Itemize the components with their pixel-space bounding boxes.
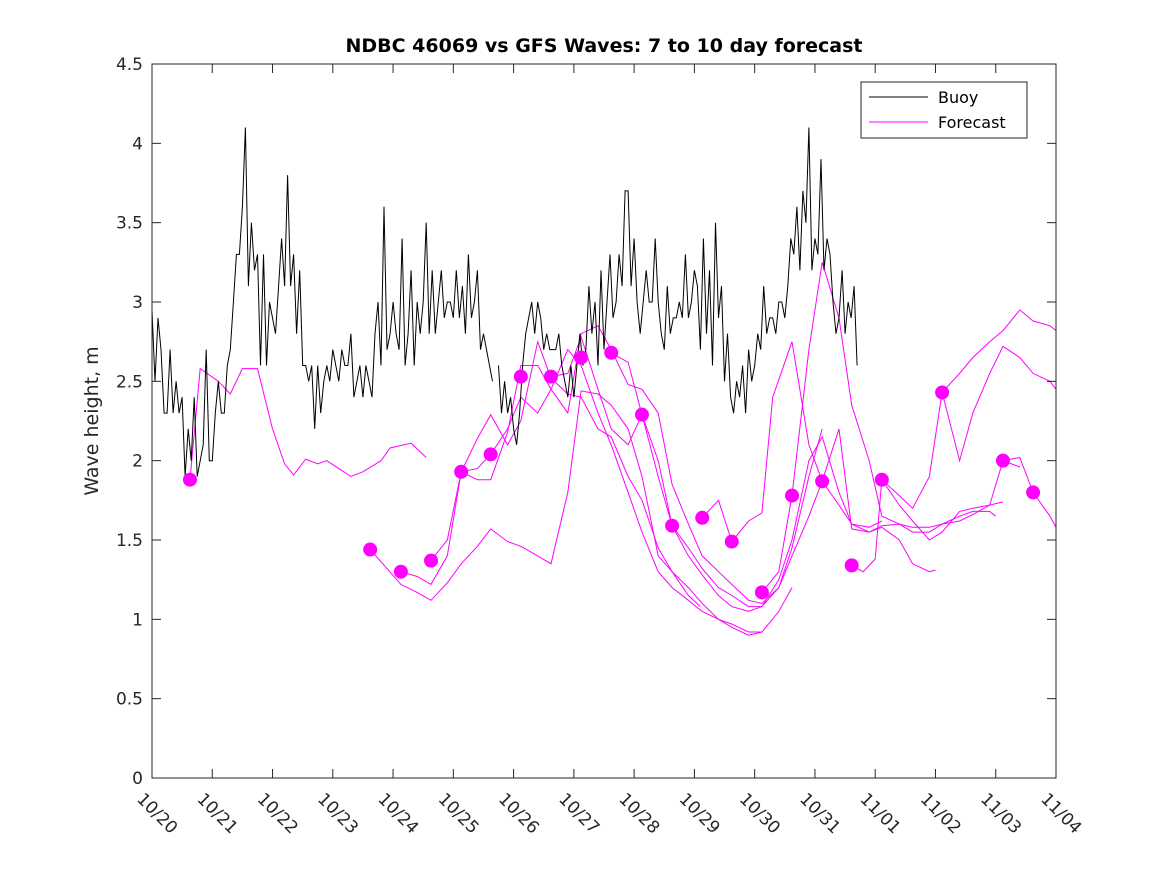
forecast-marker <box>995 453 1010 468</box>
forecast-marker <box>393 564 408 579</box>
buoy-series-segment <box>151 127 493 477</box>
forecast-series-line <box>881 309 1057 510</box>
legend-forecast-label: Forecast <box>938 113 1006 132</box>
forecast-marker <box>604 345 619 360</box>
forecast-marker <box>424 553 439 568</box>
y-tick-label: 0 <box>132 769 143 789</box>
forecast-series-line <box>761 262 1004 593</box>
y-tick-label: 4 <box>132 134 143 154</box>
forecast-marker <box>874 472 889 487</box>
forecast-marker <box>695 510 710 525</box>
y-tick-label: 3 <box>132 293 143 313</box>
forecast-series-line <box>460 325 823 605</box>
forecast-marker <box>935 385 950 400</box>
forecast-series-line <box>189 367 427 480</box>
y-tick-label: 0.5 <box>116 690 143 710</box>
forecast-series-line <box>550 335 883 612</box>
buoy-series-segment <box>498 127 858 445</box>
forecast-marker <box>665 518 680 533</box>
forecast-marker <box>363 542 378 557</box>
buoy-line <box>151 127 858 477</box>
forecast-marker <box>844 558 859 573</box>
forecast-marker <box>574 350 589 365</box>
y-axis: 0 0.5 1 1.5 2 2.5 3 3.5 4 4.5 <box>116 55 1056 789</box>
forecast-series-line <box>941 345 1057 463</box>
forecast-marker <box>513 369 528 384</box>
y-tick-label: 1.5 <box>116 531 143 551</box>
forecast-series-line <box>369 390 701 607</box>
forecast-markers <box>182 345 1041 600</box>
forecast-marker <box>1026 485 1041 500</box>
axes-box <box>151 63 1057 779</box>
forecast-marker <box>754 585 769 600</box>
plot-area <box>152 64 1056 778</box>
legend-box <box>860 81 1028 139</box>
forecast-marker <box>724 534 739 549</box>
forecast-marker <box>454 464 469 479</box>
y-tick-label: 1 <box>132 610 143 630</box>
legend: Buoy Forecast <box>860 81 1028 139</box>
y-tick-label: 2.5 <box>116 372 143 392</box>
forecast-marker <box>543 369 558 384</box>
forecast-marker <box>634 407 649 422</box>
forecast-marker <box>483 447 498 462</box>
y-tick-label: 4.5 <box>116 55 143 75</box>
y-tick-label: 2 <box>132 452 143 472</box>
legend-buoy-label: Buoy <box>938 88 978 107</box>
forecast-marker <box>785 488 800 503</box>
forecast-marker <box>182 472 197 487</box>
chart-title: NDBC 46069 vs GFS Waves: 7 to 10 day for… <box>345 35 862 57</box>
forecast-marker <box>815 474 830 489</box>
forecast-series-line <box>610 352 936 608</box>
forecast-series-line <box>851 460 1020 573</box>
y-axis-label: Wave height, m <box>81 346 103 495</box>
y-tick-label: 3.5 <box>116 214 143 234</box>
